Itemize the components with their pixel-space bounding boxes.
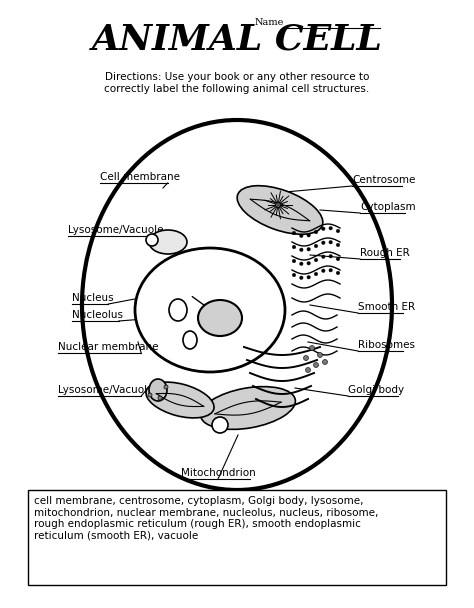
Ellipse shape	[275, 202, 281, 207]
Ellipse shape	[314, 272, 318, 276]
Text: Cell membrane: Cell membrane	[100, 172, 180, 182]
Ellipse shape	[303, 356, 309, 361]
Ellipse shape	[318, 353, 322, 358]
Ellipse shape	[169, 299, 187, 321]
Bar	[28, 490, 446, 585]
Ellipse shape	[82, 120, 392, 490]
Text: Rough ER: Rough ER	[360, 248, 410, 258]
Ellipse shape	[300, 276, 303, 280]
Text: Nucleus: Nucleus	[72, 293, 114, 303]
Text: Ribosomes: Ribosomes	[358, 340, 415, 350]
Ellipse shape	[336, 271, 340, 275]
Text: Lysosome/Vacuole: Lysosome/Vacuole	[58, 385, 154, 395]
Ellipse shape	[329, 227, 332, 230]
Ellipse shape	[321, 241, 325, 244]
Ellipse shape	[321, 255, 325, 258]
Ellipse shape	[135, 248, 285, 372]
Ellipse shape	[307, 261, 310, 265]
Text: Cytoplasm: Cytoplasm	[360, 202, 416, 212]
Ellipse shape	[237, 185, 323, 234]
Ellipse shape	[300, 234, 303, 238]
Ellipse shape	[164, 385, 168, 389]
Text: Mitochondrion: Mitochondrion	[181, 468, 255, 478]
Ellipse shape	[329, 269, 332, 272]
Ellipse shape	[322, 359, 328, 365]
Ellipse shape	[198, 300, 242, 336]
Ellipse shape	[313, 362, 319, 367]
Ellipse shape	[336, 229, 340, 233]
Text: Nucleolus: Nucleolus	[72, 310, 123, 320]
Ellipse shape	[292, 273, 296, 277]
Ellipse shape	[158, 396, 162, 400]
Ellipse shape	[321, 227, 325, 230]
Ellipse shape	[310, 345, 315, 350]
Text: Lysosome/Vacuole: Lysosome/Vacuole	[68, 225, 164, 235]
Ellipse shape	[183, 331, 197, 349]
Ellipse shape	[336, 243, 340, 247]
Ellipse shape	[149, 230, 187, 254]
Text: Centrosome: Centrosome	[352, 175, 415, 185]
Text: Nuclear membrane: Nuclear membrane	[58, 342, 158, 352]
Ellipse shape	[329, 241, 332, 244]
Ellipse shape	[321, 269, 325, 272]
Ellipse shape	[307, 275, 310, 279]
Ellipse shape	[201, 387, 295, 429]
Ellipse shape	[307, 247, 310, 251]
Ellipse shape	[146, 234, 158, 246]
Ellipse shape	[314, 244, 318, 247]
Text: ANIMAL CELL: ANIMAL CELL	[91, 22, 383, 56]
Ellipse shape	[307, 233, 310, 237]
Ellipse shape	[148, 393, 152, 397]
Text: Golgi body: Golgi body	[348, 385, 404, 395]
Text: Name: Name	[255, 18, 284, 27]
Ellipse shape	[300, 248, 303, 252]
Ellipse shape	[149, 379, 167, 401]
Ellipse shape	[212, 417, 228, 433]
Ellipse shape	[306, 367, 310, 373]
Text: Smooth ER: Smooth ER	[358, 302, 415, 312]
Ellipse shape	[292, 259, 296, 263]
Ellipse shape	[329, 255, 332, 258]
Text: cell membrane, centrosome, cytoplasm, Golgi body, lysosome,
mitochondrion, nucle: cell membrane, centrosome, cytoplasm, Go…	[34, 496, 378, 541]
Ellipse shape	[314, 230, 318, 233]
Ellipse shape	[292, 231, 296, 235]
Ellipse shape	[300, 262, 303, 266]
Text: Directions: Use your book or any other resource to
correctly label the following: Directions: Use your book or any other r…	[104, 72, 370, 94]
Ellipse shape	[146, 382, 214, 418]
Ellipse shape	[292, 245, 296, 249]
Ellipse shape	[336, 257, 340, 261]
Ellipse shape	[314, 258, 318, 262]
